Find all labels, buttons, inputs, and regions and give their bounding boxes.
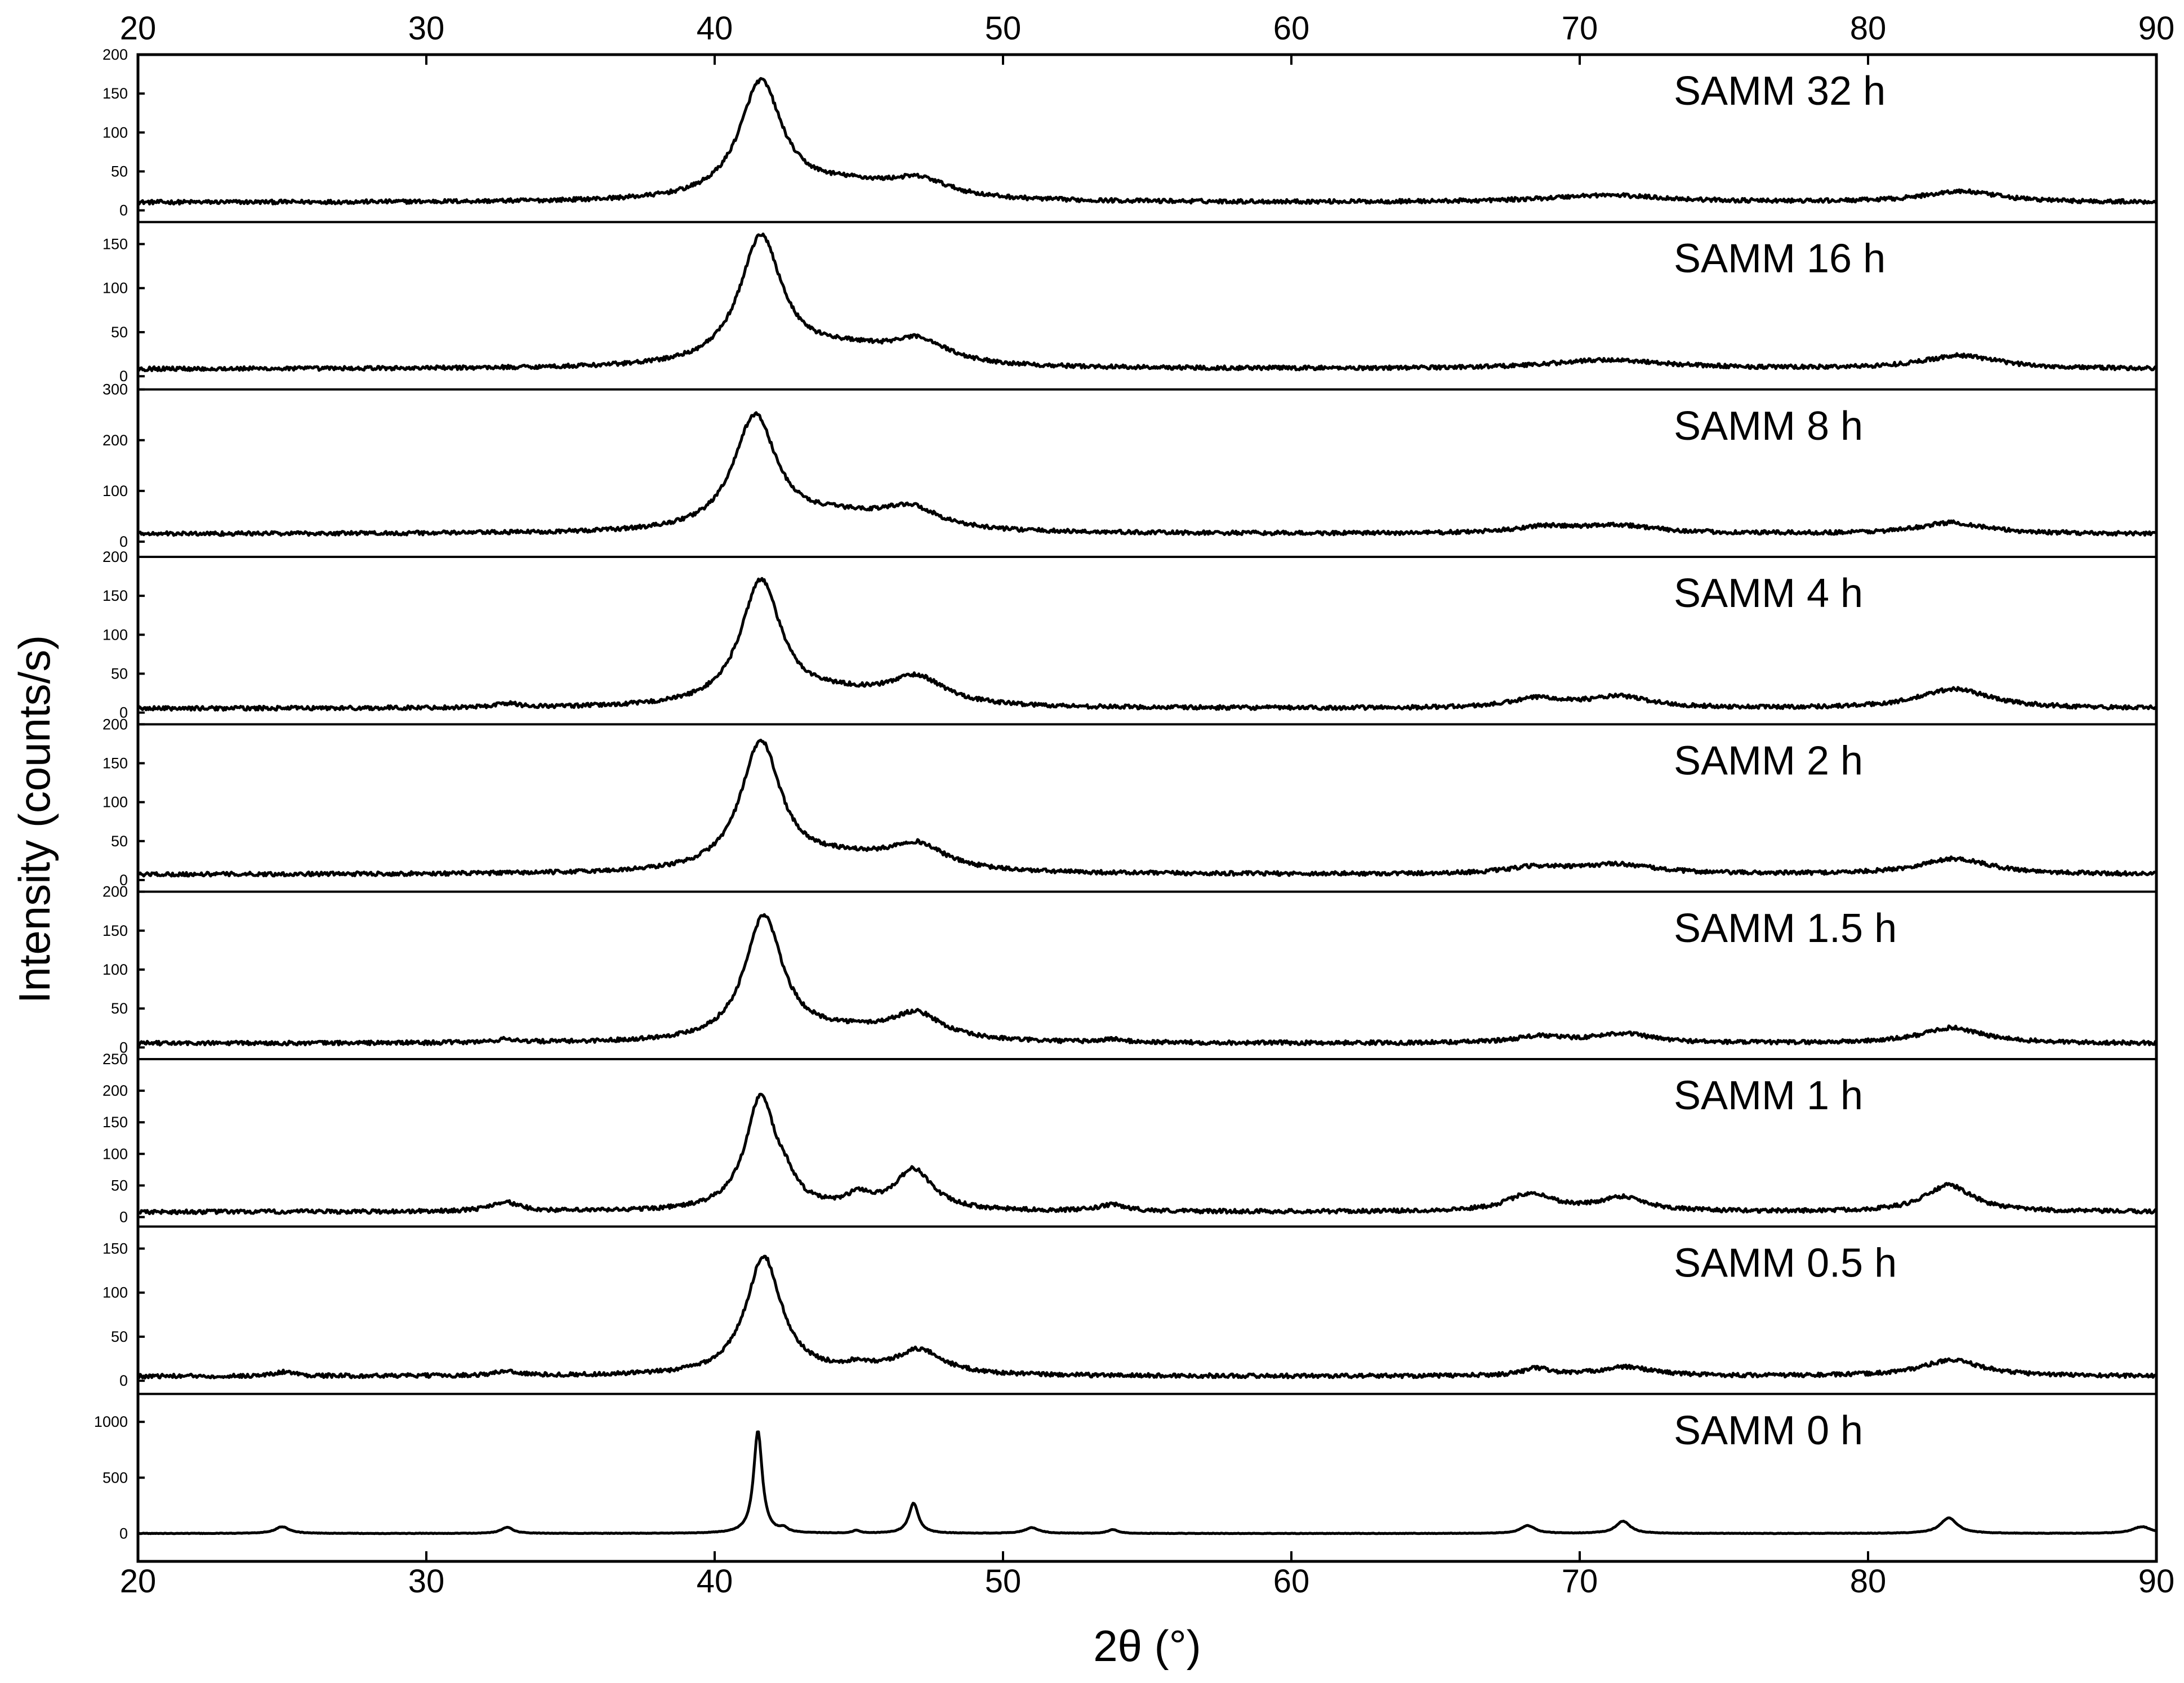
y-tick-label: 100 [102,124,128,141]
y-tick-label: 50 [111,1177,128,1194]
panel-label: SAMM 1.5 h [1674,906,1897,951]
y-tick-label: 0 [119,704,128,721]
panel: 0 50 100 150 200 SAMM 32 h [102,46,2158,219]
y-tick-label: 150 [102,1114,128,1131]
y-tick-label: 0 [119,202,128,219]
y-tick-label: 50 [111,665,128,682]
y-tick-label: 250 [102,1051,128,1068]
y-tick-label: 200 [102,548,128,565]
y-tick-label: 100 [102,961,128,978]
diffraction-trace [137,411,2158,537]
panel: 0 50 100 150 200 SAMM 2 h [102,716,2158,889]
x-axis-title: 2θ (°) [1093,1621,1201,1671]
y-tick-label: 150 [102,922,128,939]
panel-label: SAMM 2 h [1674,739,1863,784]
y-tick-label: 0 [119,1372,128,1389]
y-tick-label: 200 [102,716,128,733]
y-tick-label: 100 [102,280,128,297]
panel-label: SAMM 32 h [1674,69,1886,114]
x-tick-label-bottom: 30 [408,1563,445,1600]
y-tick-label: 300 [102,381,128,398]
diffraction-trace [137,1430,2157,1535]
panel: 0 50 100 150 200 250 SAMM 1 h [102,1051,2158,1226]
x-tick-label-bottom: 90 [2138,1563,2175,1600]
panel-label: SAMM 8 h [1674,404,1863,449]
x-tick-label-top: 70 [1562,10,1598,47]
y-tick-label: 150 [102,235,128,252]
x-tick-label-top: 20 [120,10,157,47]
y-tick-label: 200 [102,46,128,63]
y-tick-label: 0 [119,368,128,385]
panel-label: SAMM 0.5 h [1674,1241,1897,1286]
x-tick-label-top: 40 [697,10,733,47]
diffraction-trace [136,738,2158,878]
y-tick-label: 500 [102,1469,128,1486]
y-tick-label: 200 [102,1082,128,1099]
x-tick-label-top: 80 [1850,10,1887,47]
y-tick-label: 100 [102,1145,128,1162]
y-tick-label: 150 [102,1240,128,1257]
y-tick-label: 100 [102,794,128,811]
x-axis-top: 20 30 40 50 60 70 80 90 [120,10,2175,65]
panel-label: SAMM 16 h [1674,236,1886,282]
x-tick-label-bottom: 80 [1850,1563,1887,1600]
y-axis-title: Intensity (counts/s) [10,635,59,1004]
x-tick-label-bottom: 40 [697,1563,733,1600]
y-tick-label: 50 [111,163,128,180]
y-tick-label: 50 [111,324,128,341]
diffraction-trace [137,1092,2158,1216]
y-tick-label: 50 [111,1000,128,1017]
x-tick-label-top: 50 [985,10,1022,47]
y-tick-label: 200 [102,432,128,449]
panel: 0 50 100 150 SAMM 0.5 h [102,1240,2158,1389]
y-tick-label: 100 [102,483,128,499]
x-tick-label-bottom: 60 [1273,1563,1310,1600]
panel-label: SAMM 1 h [1674,1073,1863,1118]
plot-frame [136,53,2158,1563]
y-tick-label: 1000 [94,1413,128,1430]
diffraction-trace [137,1255,2158,1380]
y-tick-label: 150 [102,755,128,771]
diffraction-trace [136,233,2158,372]
diffraction-trace [137,77,2158,206]
y-tick-label: 0 [119,1209,128,1226]
x-tick-label-bottom: 70 [1562,1563,1598,1600]
panel: 0 500 1000 SAMM 0 h [94,1408,2157,1542]
x-axis-bottom: 20 30 40 50 60 70 80 90 [120,1551,2175,1600]
y-tick-label: 150 [102,587,128,604]
panel: 0 100 200 300 SAMM 8 h [102,381,2158,550]
panel: 0 50 100 150 SAMM 16 h [102,233,2158,385]
panel-label: SAMM 0 h [1674,1408,1863,1453]
panel: 0 50 100 150 200 SAMM 4 h [102,548,2157,721]
panel-label: SAMM 4 h [1674,571,1863,616]
y-tick-label: 100 [102,626,128,643]
y-tick-label: 100 [102,1284,128,1301]
panel: 0 50 100 150 200 SAMM 1.5 h [102,883,2158,1056]
y-tick-label: 0 [119,1525,128,1542]
y-tick-label: 50 [111,1328,128,1345]
y-tick-label: 150 [102,85,128,102]
x-tick-label-bottom: 50 [985,1563,1022,1600]
y-tick-label: 50 [111,833,128,850]
y-tick-label: 0 [119,533,128,550]
y-tick-label: 0 [119,1039,128,1056]
diffraction-trace [136,913,2158,1047]
y-tick-label: 200 [102,883,128,900]
x-tick-label-top: 30 [408,10,445,47]
x-tick-label-top: 60 [1273,10,1310,47]
diffraction-trace [136,577,2157,712]
panel-separators [138,221,2156,1395]
x-tick-label-bottom: 20 [120,1563,157,1600]
y-tick-label: 0 [119,872,128,889]
x-tick-label-top: 90 [2138,10,2175,47]
